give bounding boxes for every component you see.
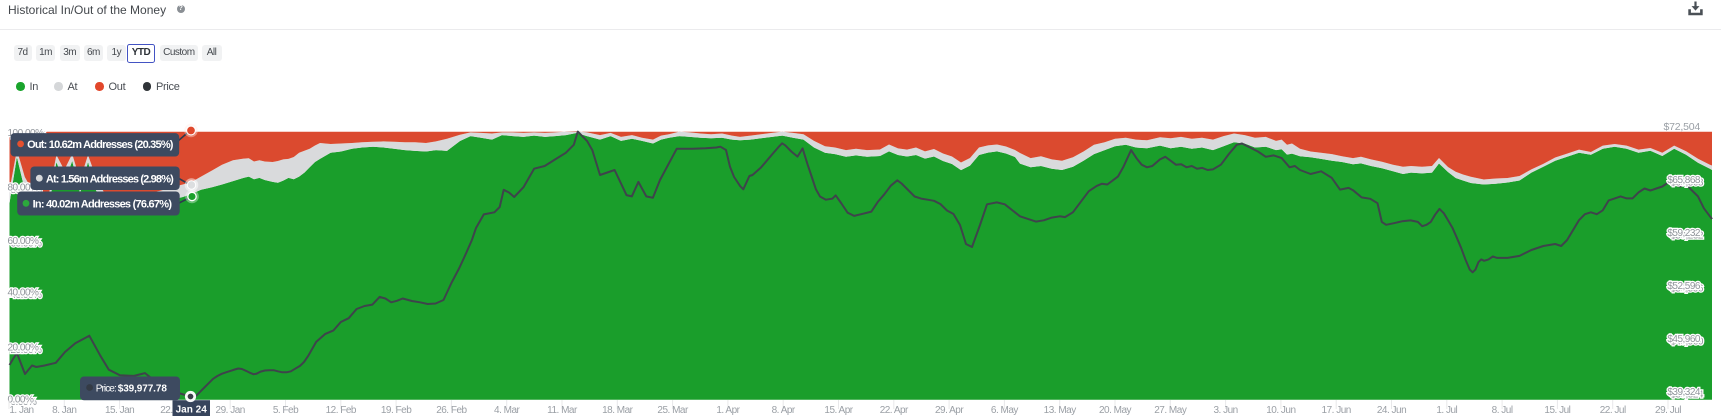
- svg-text:$39,324: $39,324: [1667, 387, 1701, 398]
- svg-text:8. Jan: 8. Jan: [52, 405, 76, 416]
- svg-text:Jan 24: Jan 24: [176, 405, 208, 416]
- svg-text:26. Feb: 26. Feb: [436, 405, 467, 416]
- svg-text:$59,232: $59,232: [1670, 230, 1704, 241]
- svg-text:3. Jun: 3. Jun: [1213, 405, 1237, 416]
- svg-text:12. Feb: 12. Feb: [326, 405, 357, 416]
- svg-text:1. Jan: 1. Jan: [9, 405, 33, 416]
- svg-text:4. Mar: 4. Mar: [494, 405, 521, 416]
- svg-text:1. Apr: 1. Apr: [716, 405, 740, 416]
- svg-text:$72,504: $72,504: [1663, 121, 1700, 133]
- svg-text:15. Jul: 15. Jul: [1544, 405, 1570, 416]
- svg-text:17. Jun: 17. Jun: [1322, 405, 1351, 416]
- svg-text:$65,868: $65,868: [1670, 177, 1704, 188]
- svg-text:$59,232: $59,232: [1667, 228, 1701, 239]
- svg-text:25. Mar: 25. Mar: [657, 405, 689, 416]
- svg-text:40.00%: 40.00%: [11, 290, 43, 301]
- svg-text:$52,596: $52,596: [1667, 281, 1701, 292]
- svg-text:29. Apr: 29. Apr: [935, 405, 964, 416]
- svg-text:6. May: 6. May: [991, 405, 1019, 416]
- svg-text:18. Mar: 18. Mar: [602, 405, 634, 416]
- svg-text:29. Jan: 29. Jan: [216, 405, 245, 416]
- svg-text:Price: $39,977.78: Price: $39,977.78: [96, 383, 168, 394]
- svg-text:5. Feb: 5. Feb: [273, 405, 299, 416]
- svg-text:$65,868: $65,868: [1667, 175, 1701, 186]
- svg-text:22. Jul: 22. Jul: [1600, 405, 1626, 416]
- svg-text:In: 40.02m Addresses (76.67%): In: 40.02m Addresses (76.67%): [33, 199, 173, 211]
- svg-text:0.00%: 0.00%: [11, 397, 37, 408]
- svg-text:At: 1.56m Addresses (2.98%): At: 1.56m Addresses (2.98%): [46, 173, 174, 185]
- svg-text:$39,324: $39,324: [1670, 389, 1704, 400]
- svg-text:29. Jul: 29. Jul: [1655, 405, 1681, 416]
- svg-text:40.00%: 40.00%: [8, 288, 40, 299]
- svg-text:13. May: 13. May: [1044, 405, 1077, 416]
- svg-text:$52,596: $52,596: [1670, 283, 1704, 294]
- svg-text:15. Jan: 15. Jan: [105, 405, 134, 416]
- svg-text:60.00%: 60.00%: [11, 238, 43, 249]
- svg-text:60.00%: 60.00%: [8, 236, 40, 247]
- svg-text:19. Feb: 19. Feb: [381, 405, 412, 416]
- svg-text:11. Mar: 11. Mar: [547, 405, 578, 416]
- svg-text:20.00%: 20.00%: [11, 345, 43, 356]
- svg-text:$45,960: $45,960: [1667, 334, 1701, 345]
- svg-text:10. Jun: 10. Jun: [1266, 405, 1295, 416]
- svg-text:20.00%: 20.00%: [8, 343, 40, 354]
- svg-text:0.00%: 0.00%: [8, 395, 34, 406]
- svg-text:Out: 10.62m Addresses (20.35%): Out: 10.62m Addresses (20.35%): [27, 139, 174, 151]
- svg-text:1. Jul: 1. Jul: [1436, 405, 1457, 416]
- svg-text:22. Apr: 22. Apr: [880, 405, 909, 416]
- svg-text:24. Jun: 24. Jun: [1377, 405, 1406, 416]
- svg-text:$45,960: $45,960: [1670, 336, 1704, 347]
- svg-text:15. Apr: 15. Apr: [824, 405, 853, 416]
- svg-text:8. Apr: 8. Apr: [772, 405, 796, 416]
- svg-text:8. Jul: 8. Jul: [1492, 405, 1513, 416]
- svg-text:20. May: 20. May: [1099, 405, 1132, 416]
- svg-text:27. May: 27. May: [1154, 405, 1187, 416]
